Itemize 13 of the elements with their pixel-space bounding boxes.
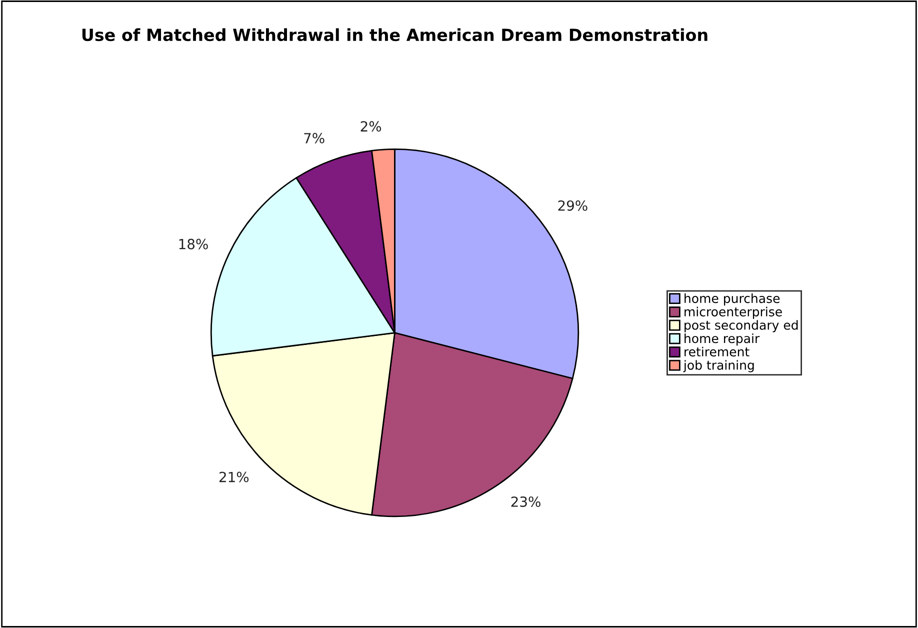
legend-label: retirement	[684, 346, 750, 356]
data-label: 29%	[558, 200, 588, 211]
legend-label: microenterprise	[684, 306, 782, 319]
data-label: 18%	[179, 238, 208, 250]
data-label: 23%	[511, 496, 540, 507]
legend-label: home purchase	[684, 293, 780, 306]
data-label: 7%	[304, 132, 324, 144]
legend-label: job training	[683, 360, 754, 372]
legend-label: home repair	[684, 333, 760, 346]
legend-label: post secondary ed	[684, 320, 798, 332]
chart-title: Use of Matched Withdrawal in the American Dream Demonstration	[82, 28, 708, 42]
data-label: 21%	[219, 472, 249, 482]
data-label: 2%	[360, 121, 382, 132]
